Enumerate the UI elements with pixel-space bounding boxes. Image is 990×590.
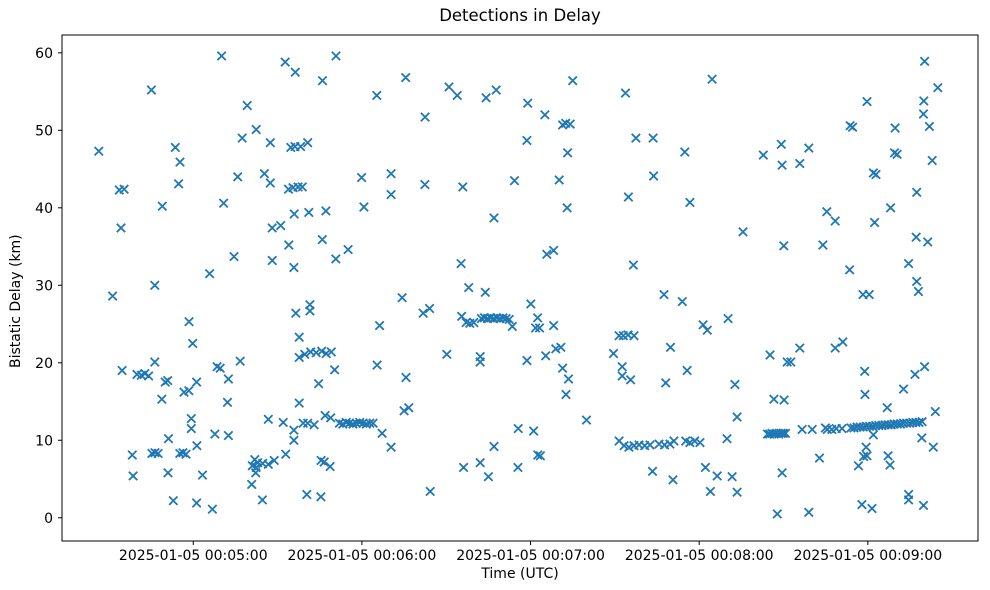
- y-tick-label: 40: [35, 201, 53, 217]
- x-tick-label: 2025-01-05 00:06:00: [288, 548, 437, 564]
- x-axis-label: Time (UTC): [481, 566, 559, 582]
- y-axis-label: Bistatic Delay (km): [8, 234, 24, 368]
- y-tick-label: 30: [35, 278, 53, 294]
- x-tick-label: 2025-01-05 00:09:00: [793, 548, 942, 564]
- y-tick-label: 60: [35, 46, 53, 62]
- axes-frame: [61, 34, 979, 542]
- chart-title: Detections in Delay: [439, 6, 601, 25]
- scatter-points: [93, 51, 943, 519]
- y-tick-label: 10: [35, 433, 53, 449]
- x-tick-label: 2025-01-05 00:07:00: [456, 548, 605, 564]
- y-tick-label: 50: [35, 123, 53, 139]
- y-tick-label: 20: [35, 356, 53, 372]
- y-tick-label: 0: [44, 511, 53, 527]
- x-tick-label: 2025-01-05 00:05:00: [119, 548, 268, 564]
- x-tick-label: 2025-01-05 00:08:00: [625, 548, 774, 564]
